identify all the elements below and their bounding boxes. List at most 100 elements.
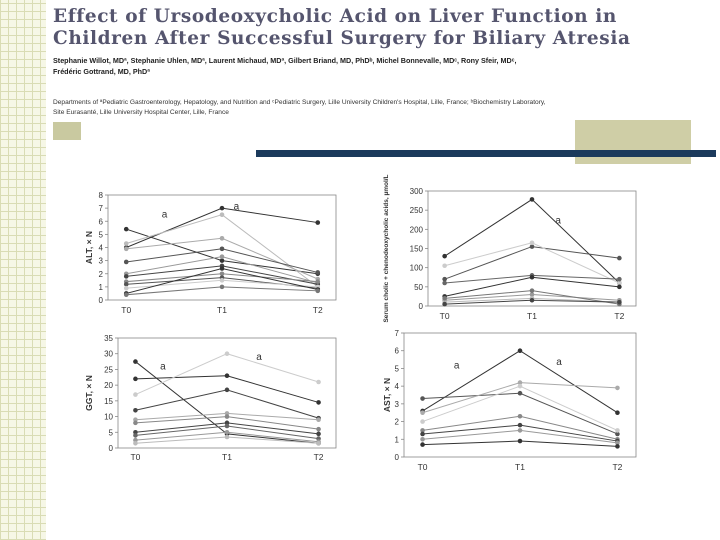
alt-data-point (315, 220, 321, 225)
alt-data-point (123, 246, 129, 252)
ggt-data-point (133, 420, 138, 426)
ggt-data-point (224, 414, 230, 419)
ggt-data-point (133, 407, 138, 413)
ggt-data-point (224, 429, 230, 435)
alt-y-tick-label: 1 (99, 283, 104, 292)
ast-x-tick-label: T1 (515, 462, 525, 472)
alt-data-point (219, 258, 225, 263)
olive-accent-box-small (53, 122, 81, 140)
ast-x-tick-label: T2 (612, 462, 622, 472)
alt-data-point (123, 285, 129, 291)
ast-data-point (420, 442, 425, 447)
alt-x-tick-label: T2 (313, 305, 323, 315)
ggt-y-tick-label: 25 (104, 365, 113, 374)
ast-data-point (517, 428, 523, 433)
alt-y-tick-label: 2 (99, 270, 104, 279)
alt-data-point (123, 292, 129, 298)
ast-plot-frame (403, 332, 637, 458)
alt-data-point (123, 259, 129, 265)
ast-data-point (615, 440, 620, 446)
authors-line-2: Frédéric Gottrand, MD, PhDª (53, 66, 150, 76)
bile-data-point (529, 274, 535, 280)
ggt-data-point (133, 417, 138, 423)
ggt-y-tick-label: 30 (104, 350, 113, 359)
bile-data-point (442, 276, 447, 282)
authors-line-1: Stephanie Willot, MDª, Stephanie Uhlen, … (53, 56, 517, 65)
bile-y-tick-label: 250 (410, 206, 424, 215)
alt-y-tick-label: 6 (99, 217, 104, 226)
ast-data-point (420, 396, 425, 401)
ggt-data-point (133, 429, 138, 435)
ggt-data-point (133, 359, 138, 364)
ggt-y-tick-label: 35 (104, 334, 113, 343)
ast-y-tick-label: 6 (395, 347, 400, 356)
bile-data-point (529, 292, 535, 297)
ggt-y-tick-label: 10 (104, 413, 113, 422)
ast-y-tick-label: 4 (395, 382, 400, 391)
ast-data-point (517, 380, 523, 385)
bile-data-point (442, 263, 447, 269)
ast-y-tick-label: 2 (395, 418, 400, 427)
alt-data-point (123, 281, 129, 287)
ast-data-point (615, 410, 620, 416)
alt-y-tick-label: 4 (99, 244, 104, 253)
bile-y-tick-label: 200 (410, 225, 424, 234)
ggt-x-tick-label: T0 (130, 452, 140, 462)
ggt-data-point (224, 434, 230, 440)
alt-data-point (315, 288, 321, 294)
bile-data-point (617, 284, 622, 290)
decorative-grid-strip (0, 0, 46, 540)
ggt-y-tick-label: 20 (104, 381, 113, 390)
alt-data-point (219, 246, 225, 252)
navy-divider-bar (256, 150, 716, 157)
ast-y-tick-label: 7 (395, 329, 400, 338)
bile-data-point (442, 301, 447, 307)
bile-data-point (442, 296, 447, 301)
alt-data-point (123, 274, 129, 279)
bile-data-point (617, 299, 622, 305)
olive-accent-box-large (575, 120, 691, 164)
ggt-data-point (316, 400, 321, 405)
alt-data-point (219, 205, 225, 211)
slide-title: Effect of Ursodeoxycholic Acid on Liver … (53, 6, 713, 50)
bile-y-tick-label: 0 (419, 302, 424, 311)
bile-data-point (529, 297, 535, 303)
ggt-chart: 0 5 10 15 20 25 30 35 T0 T1 T2 GGT, × N a a (84, 334, 337, 462)
ggt-data-point (316, 379, 321, 385)
ggt-annotation: a (256, 352, 262, 363)
ggt-data-point (224, 373, 230, 379)
bile-x-tick-label: T1 (527, 311, 537, 321)
bile-y-axis-label: Serum cholic + chenodeoxycholic acids, µ… (383, 174, 390, 322)
alt-y-tick-label: 5 (99, 230, 104, 239)
bile-y-tick-label: 100 (410, 264, 424, 273)
bile-data-point (617, 276, 622, 282)
ast-series-line (422, 392, 618, 435)
bile-y-tick-label: 150 (410, 245, 424, 254)
alt-annotation: a (234, 201, 240, 212)
ggt-data-point (224, 411, 230, 416)
ast-y-tick-label: 1 (395, 435, 400, 444)
ast-y-tick-label: 5 (395, 364, 400, 373)
title-line-1: Effect of Ursodeoxycholic Acid on Liver … (53, 6, 617, 27)
ggt-data-point (133, 376, 138, 382)
ggt-y-tick-label: 0 (109, 444, 114, 453)
bile-data-point (442, 253, 447, 259)
ast-data-point (615, 385, 620, 391)
alt-data-point (219, 284, 225, 290)
title-line-2: Children After Successful Surgery for Bi… (53, 28, 631, 49)
alt-data-point (123, 241, 129, 246)
ggt-data-point (224, 423, 230, 429)
ast-data-point (517, 348, 523, 354)
alt-data-point (219, 278, 225, 283)
ggt-y-tick-label: 5 (109, 428, 114, 437)
bile-y-tick-label: 50 (414, 283, 423, 292)
affiliation-line-2: Site Eurasanté, Lille University Hospita… (53, 109, 229, 116)
ast-y-tick-label: 3 (395, 400, 400, 409)
bile-data-point (529, 197, 535, 202)
ggt-annotation: a (160, 361, 166, 372)
alt-y-tick-label: 8 (99, 191, 104, 200)
bile-acids-chart: 0 50 100 150 200 250 300 T0 T1 T2 Serum cholic + c… (383, 174, 637, 323)
ggt-data-point (133, 433, 138, 438)
bile-x-tick-label: T0 (440, 311, 450, 321)
ggt-data-point (133, 440, 138, 446)
